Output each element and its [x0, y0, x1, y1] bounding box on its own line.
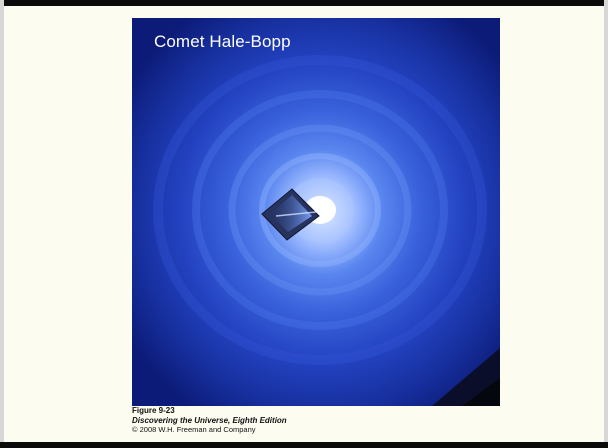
- comet-image: [132, 18, 500, 406]
- photo-title: Comet Hale-Bopp: [154, 32, 291, 51]
- bottom-border: [0, 442, 608, 448]
- top-border: [0, 0, 608, 6]
- right-border: [604, 0, 608, 448]
- left-border: [0, 0, 4, 448]
- comet-photo: Comet Hale-Bopp: [132, 18, 500, 406]
- figure-label: Figure 9-23: [132, 406, 175, 415]
- copyright-notice: © 2008 W.H. Freeman and Company: [132, 425, 256, 434]
- figure-caption: Figure 9-23 Discovering the Universe, Ei…: [132, 406, 287, 435]
- book-title: Discovering the Universe, Eighth Edition: [132, 415, 287, 425]
